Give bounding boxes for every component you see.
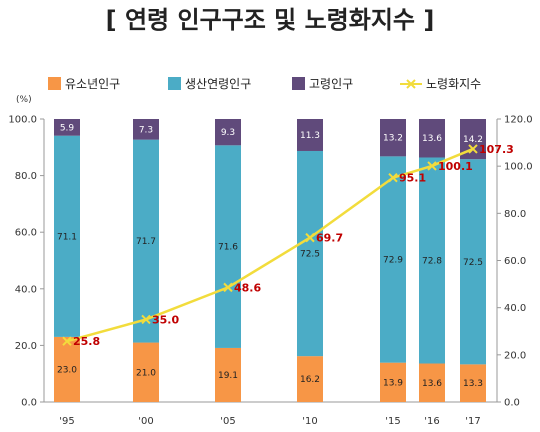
bar-segment-s2 <box>215 145 241 348</box>
bar-segment-s3 <box>54 119 80 136</box>
aging-index-marker <box>468 144 478 154</box>
bar-value-label: 72.9 <box>383 256 403 266</box>
legend-marker-x <box>406 79 416 89</box>
left-tick-label: 40.0 <box>15 284 37 295</box>
right-tick-label: 80.0 <box>504 209 526 220</box>
bar-segment-s2 <box>419 157 445 364</box>
aging-index-label: 95.1 <box>399 172 426 185</box>
aging-index-label: 35.0 <box>152 313 179 326</box>
bar-value-label: 14.2 <box>463 135 483 145</box>
bar-value-label: 11.3 <box>300 131 320 141</box>
bar-value-label: 13.6 <box>422 379 442 389</box>
bar-value-label: 71.7 <box>136 237 156 247</box>
legend-label-2: 생산연령인구 <box>185 77 251 91</box>
left-tick-label: 60.0 <box>15 228 37 239</box>
right-tick-label: 40.0 <box>504 303 526 314</box>
left-tick-label: 100.0 <box>8 115 37 126</box>
left-tick-label: 0.0 <box>21 398 37 409</box>
left-tick-label: 80.0 <box>15 171 37 182</box>
legend-swatch-1 <box>48 77 61 90</box>
bar-segment-s1 <box>297 356 323 402</box>
bar-value-label: 72.8 <box>422 257 442 267</box>
x-tick-label: '16 <box>424 416 439 427</box>
bar-value-label: 13.3 <box>463 379 483 389</box>
bar-value-label: 19.1 <box>218 371 238 381</box>
axes: (%) 0.0 20.0 40.0 60.0 80.0 100.0 0.0 20.0 40.0 60… <box>8 95 532 427</box>
bar-segment-s1 <box>215 347 241 402</box>
bar-value-label: 72.5 <box>300 250 320 260</box>
bar-segment-s1 <box>380 362 406 402</box>
x-tick-label: '17 <box>465 416 480 427</box>
left-tick-label: 20.0 <box>15 341 37 352</box>
legend-label-3: 고령인구 <box>309 77 353 91</box>
bar-segment-s1 <box>54 336 80 402</box>
x-tick-label: '00 <box>138 416 153 427</box>
x-tick-label: '10 <box>302 416 317 427</box>
right-tick-label: 100.0 <box>504 162 533 173</box>
bar-segment-s2 <box>460 159 486 365</box>
chart-title: [ 연령 인구구조 및 노령화지수 ] <box>106 6 435 34</box>
aging-index-marker <box>141 314 151 325</box>
legend-label-4: 노령화지수 <box>426 77 481 91</box>
right-tick-label: 120.0 <box>504 115 533 126</box>
bar-segment-s3 <box>215 119 241 146</box>
x-tick-label: '05 <box>220 416 235 427</box>
bar-segment-s1 <box>460 364 486 402</box>
bar-segment-s3 <box>380 119 406 157</box>
aging-index-label: 100.1 <box>438 160 473 173</box>
aging-index-marker <box>427 161 437 171</box>
aging-index-label: 25.8 <box>73 335 100 348</box>
right-tick-label: 60.0 <box>504 256 526 267</box>
left-axis-unit: (%) <box>16 95 32 105</box>
aging-index-label: 48.6 <box>234 281 261 294</box>
bar-segment-s3 <box>133 119 159 140</box>
aging-index-marker <box>305 232 315 243</box>
bar-value-label: 71.6 <box>218 243 238 253</box>
aging-index-line: 25.8 35.0 48.6 69.7 95.1 100.1 107.3 <box>62 143 514 348</box>
aging-index-label: 107.3 <box>479 143 514 156</box>
legend-swatch-3 <box>292 77 305 90</box>
bar-segment-s2 <box>380 156 406 363</box>
aging-index-marker <box>62 336 72 346</box>
legend-label-1: 유소년인구 <box>65 77 120 91</box>
x-tick-label: '15 <box>385 416 400 427</box>
aging-index-marker <box>388 173 398 183</box>
bar-segment-s2 <box>54 135 80 337</box>
bar-value-label: 13.2 <box>383 134 403 144</box>
bar-value-label: 5.9 <box>60 123 75 133</box>
right-tick-label: 0.0 <box>504 398 520 409</box>
bar-segment-s1 <box>419 363 445 402</box>
bar-value-label: 16.2 <box>300 375 320 385</box>
legend: 유소년인구 생산연령인구 고령인구 노령화지수 <box>48 77 481 91</box>
bar-segment-s2 <box>297 150 323 357</box>
bar-value-label: 13.9 <box>383 378 403 388</box>
x-tick-label: '95 <box>59 416 74 427</box>
bar-segment-s3 <box>419 119 445 158</box>
bar-segment-s3 <box>297 119 323 151</box>
bars: 23.0 71.1 5.9 21.0 71.7 7.3 19.1 71.6 9.3 16.2 72.… <box>54 119 486 402</box>
legend-swatch-2 <box>168 77 181 90</box>
aging-index-marker <box>223 282 233 293</box>
bar-segment-s2 <box>133 139 159 343</box>
right-tick-label: 20.0 <box>504 350 526 361</box>
bar-value-label: 13.6 <box>422 134 442 144</box>
bar-value-label: 23.0 <box>57 365 77 375</box>
aging-index-label: 69.7 <box>316 232 343 245</box>
bar-segment-s1 <box>133 342 159 402</box>
bar-value-label: 72.5 <box>463 258 483 268</box>
bar-value-label: 9.3 <box>221 128 235 138</box>
bar-value-label: 71.1 <box>57 232 77 242</box>
bar-value-label: 7.3 <box>139 125 153 135</box>
bar-value-label: 21.0 <box>136 368 156 378</box>
